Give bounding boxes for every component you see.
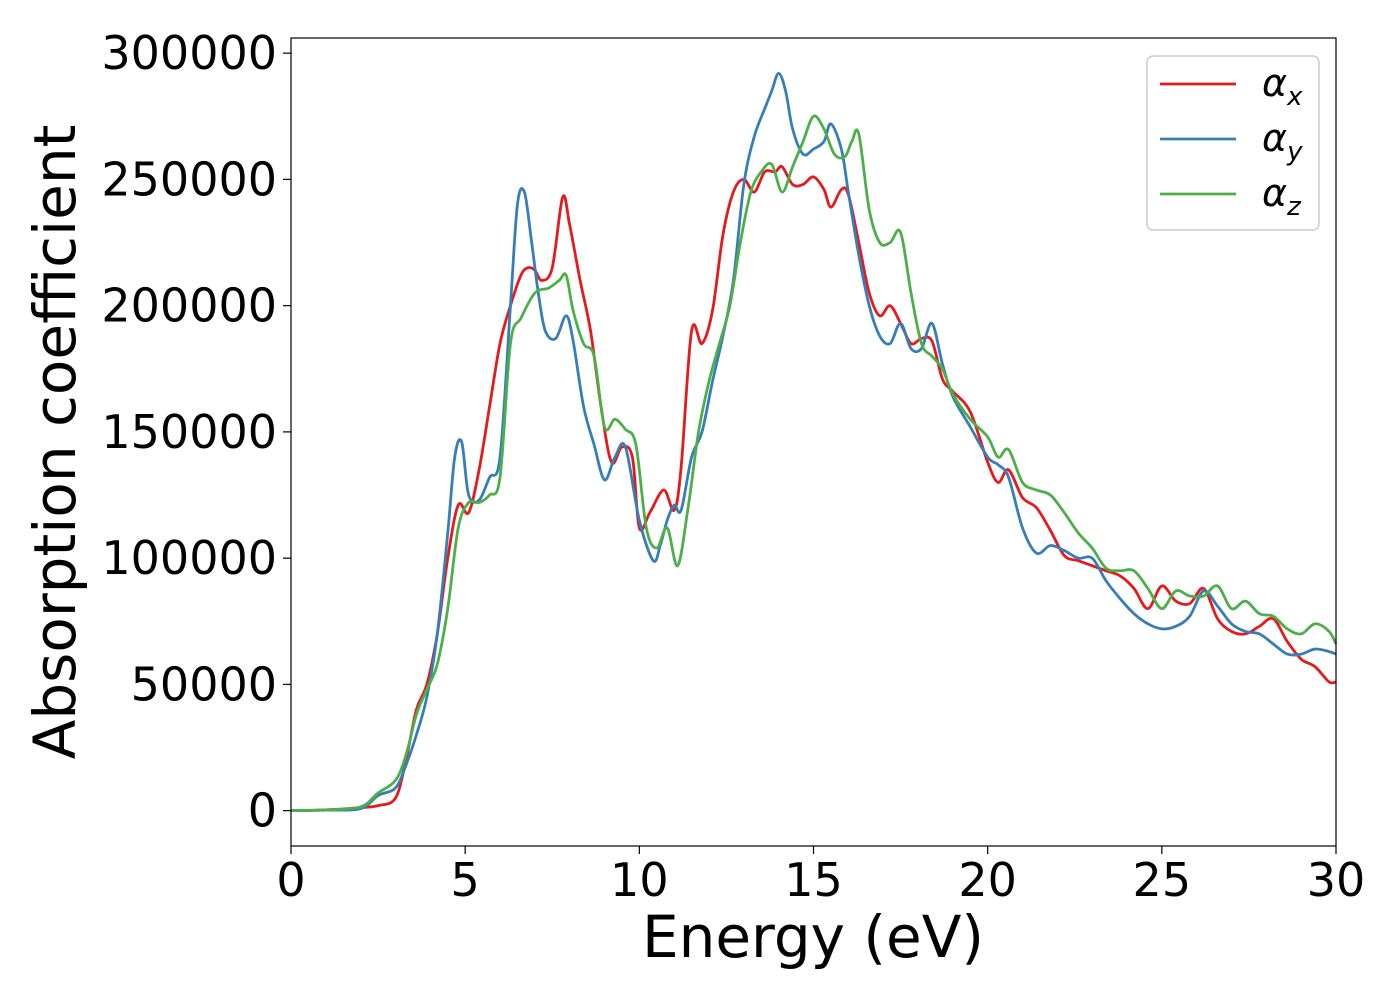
- x-tick-label: 10: [610, 853, 669, 907]
- x-tick-label: 15: [784, 853, 843, 907]
- x-tick-label: 25: [1133, 853, 1192, 907]
- x-axis-title: Energy (eV): [642, 903, 984, 971]
- y-tick-label: 150000: [101, 405, 277, 459]
- y-tick-label: 250000: [101, 152, 277, 206]
- x-tick-label: 5: [451, 853, 480, 907]
- x-axis: 0 5 10 15 20 25 30: [276, 846, 1365, 907]
- y-tick-label: 200000: [101, 279, 277, 333]
- x-tick-label: 20: [958, 853, 1017, 907]
- x-tick-label: 30: [1307, 853, 1366, 907]
- y-axis: 0 50000 100000 150000 200000 250000 300000: [101, 26, 291, 838]
- y-tick-label: 300000: [101, 26, 277, 80]
- y-tick-label: 100000: [101, 531, 277, 585]
- y-tick-label: 50000: [131, 657, 277, 711]
- series-line-z: [290, 114, 1338, 813]
- series-line-y: [290, 71, 1337, 813]
- x-tick-label: 0: [276, 853, 305, 907]
- series-line-x: [290, 164, 1337, 813]
- y-axis-title: Absorption coefficient: [21, 125, 89, 760]
- y-tick-label: 0: [248, 784, 277, 838]
- legend-box: [1146, 55, 1320, 231]
- series-layer: [290, 71, 1338, 813]
